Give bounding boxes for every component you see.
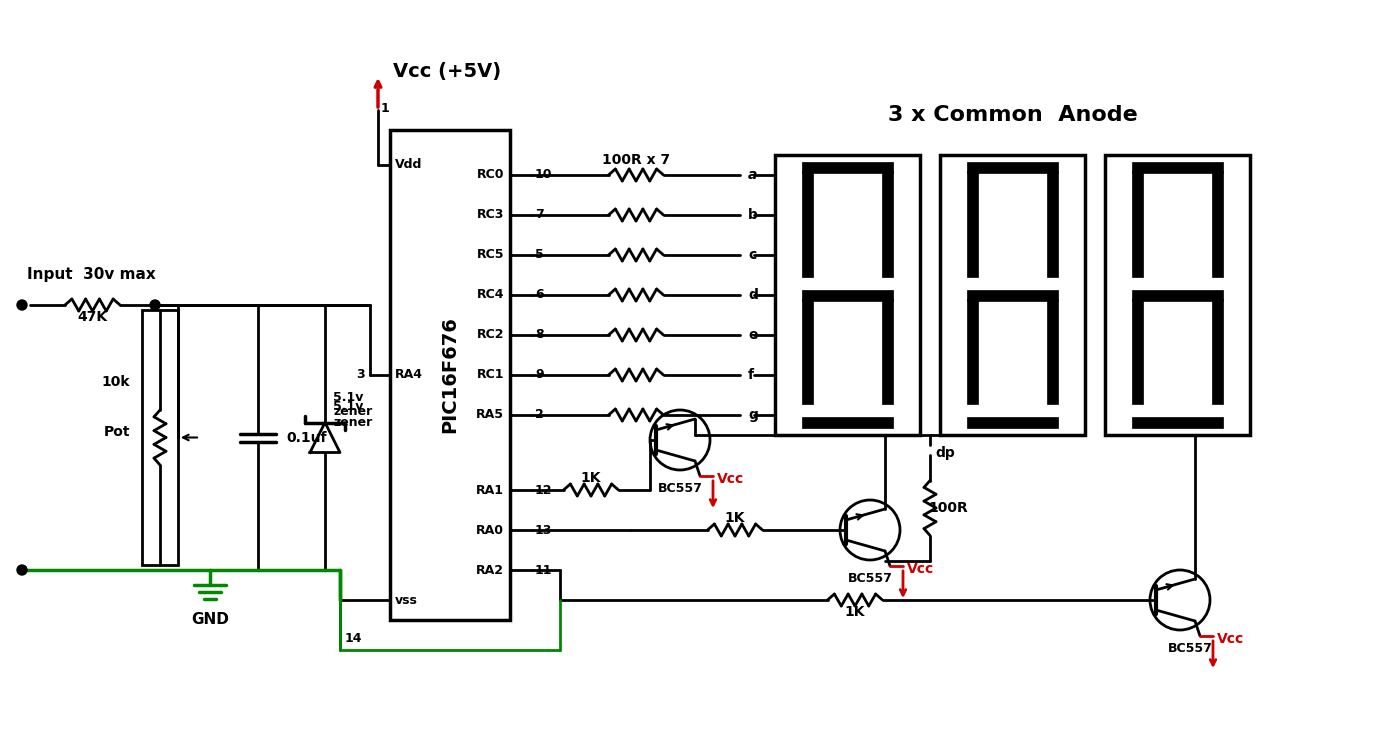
Text: RC5: RC5 bbox=[477, 249, 503, 262]
FancyBboxPatch shape bbox=[1047, 171, 1058, 277]
FancyBboxPatch shape bbox=[882, 171, 893, 277]
FancyBboxPatch shape bbox=[1132, 162, 1223, 173]
Text: 1: 1 bbox=[381, 102, 390, 115]
Text: 100R x 7: 100R x 7 bbox=[602, 153, 670, 167]
Text: BC557: BC557 bbox=[847, 572, 892, 584]
Text: d: d bbox=[748, 288, 757, 302]
FancyBboxPatch shape bbox=[141, 310, 178, 565]
Text: f: f bbox=[748, 368, 755, 382]
FancyBboxPatch shape bbox=[1047, 299, 1058, 404]
Text: 10: 10 bbox=[535, 168, 552, 182]
FancyBboxPatch shape bbox=[390, 130, 510, 620]
Circle shape bbox=[17, 300, 26, 310]
FancyBboxPatch shape bbox=[1132, 290, 1223, 301]
Text: g: g bbox=[748, 408, 757, 422]
FancyBboxPatch shape bbox=[802, 417, 893, 428]
Text: 2: 2 bbox=[535, 409, 544, 421]
Text: Vcc: Vcc bbox=[717, 472, 745, 486]
FancyBboxPatch shape bbox=[1132, 417, 1223, 428]
FancyBboxPatch shape bbox=[882, 299, 893, 404]
Text: RC0: RC0 bbox=[477, 168, 503, 182]
Text: RC4: RC4 bbox=[477, 289, 503, 302]
Text: RA0: RA0 bbox=[476, 523, 503, 537]
Text: vss: vss bbox=[395, 593, 417, 606]
Text: 1K: 1K bbox=[581, 471, 601, 485]
Text: RC3: RC3 bbox=[477, 209, 503, 222]
Text: BC557: BC557 bbox=[1168, 642, 1212, 654]
Text: 100R: 100R bbox=[928, 501, 968, 515]
Text: 7: 7 bbox=[535, 209, 544, 222]
Text: Vcc: Vcc bbox=[1216, 632, 1244, 646]
Text: b: b bbox=[748, 208, 757, 222]
FancyBboxPatch shape bbox=[1105, 155, 1250, 435]
Text: Vdd: Vdd bbox=[395, 158, 423, 171]
FancyBboxPatch shape bbox=[967, 417, 1058, 428]
Text: 5: 5 bbox=[535, 249, 544, 262]
Text: 8: 8 bbox=[535, 329, 544, 342]
Text: 47K: 47K bbox=[78, 310, 108, 324]
Text: c: c bbox=[748, 248, 756, 262]
Text: 6: 6 bbox=[535, 289, 544, 302]
FancyBboxPatch shape bbox=[802, 299, 813, 404]
FancyBboxPatch shape bbox=[802, 290, 893, 301]
Text: BC557: BC557 bbox=[657, 482, 702, 495]
Text: RA4: RA4 bbox=[395, 369, 423, 382]
Text: 9: 9 bbox=[535, 369, 544, 382]
Text: 0.1uf: 0.1uf bbox=[286, 431, 326, 445]
Text: a: a bbox=[748, 168, 757, 182]
Text: e: e bbox=[748, 328, 757, 342]
FancyBboxPatch shape bbox=[967, 290, 1058, 301]
FancyBboxPatch shape bbox=[775, 155, 920, 435]
Text: Pot: Pot bbox=[104, 425, 130, 440]
Text: 1K: 1K bbox=[725, 511, 745, 525]
FancyBboxPatch shape bbox=[967, 162, 1058, 173]
FancyBboxPatch shape bbox=[802, 171, 813, 277]
Circle shape bbox=[17, 565, 26, 575]
Circle shape bbox=[150, 300, 160, 310]
Text: RA2: RA2 bbox=[476, 563, 503, 577]
Text: 12: 12 bbox=[535, 483, 552, 496]
Text: dp: dp bbox=[935, 446, 954, 460]
Text: RA5: RA5 bbox=[476, 409, 503, 421]
FancyBboxPatch shape bbox=[1132, 299, 1143, 404]
Text: 5.1v: 5.1v bbox=[333, 391, 363, 404]
Text: 5.1v
zener: 5.1v zener bbox=[333, 400, 372, 428]
Text: RC2: RC2 bbox=[477, 329, 503, 342]
Text: 1K: 1K bbox=[845, 605, 865, 619]
Text: Vcc: Vcc bbox=[907, 562, 935, 576]
Text: 13: 13 bbox=[535, 523, 552, 537]
FancyBboxPatch shape bbox=[1212, 171, 1223, 277]
Text: GND: GND bbox=[191, 612, 229, 627]
Text: Input  30v max: Input 30v max bbox=[26, 268, 155, 283]
Text: RA1: RA1 bbox=[476, 483, 503, 496]
Text: zener: zener bbox=[333, 405, 372, 418]
FancyBboxPatch shape bbox=[802, 162, 893, 173]
FancyBboxPatch shape bbox=[1132, 171, 1143, 277]
FancyBboxPatch shape bbox=[967, 299, 978, 404]
Text: 14: 14 bbox=[345, 632, 362, 645]
FancyBboxPatch shape bbox=[967, 171, 978, 277]
Text: 10k: 10k bbox=[101, 375, 130, 388]
Text: RC1: RC1 bbox=[477, 369, 503, 382]
Text: PIC16F676: PIC16F676 bbox=[441, 317, 459, 434]
FancyBboxPatch shape bbox=[940, 155, 1085, 435]
Text: 11: 11 bbox=[535, 563, 552, 577]
Text: 3: 3 bbox=[356, 369, 365, 382]
Text: Vcc (+5V): Vcc (+5V) bbox=[393, 63, 501, 81]
Text: 3 x Common  Anode: 3 x Common Anode bbox=[888, 105, 1137, 125]
FancyBboxPatch shape bbox=[1212, 299, 1223, 404]
